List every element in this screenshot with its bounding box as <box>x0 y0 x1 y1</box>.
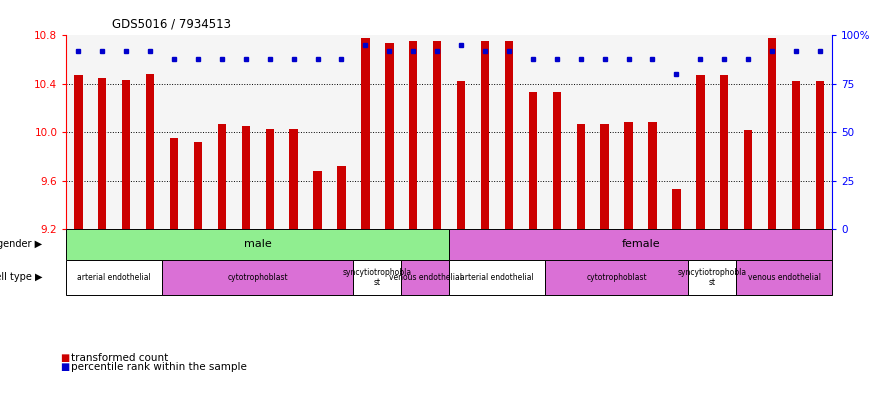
Bar <box>170 138 178 229</box>
Bar <box>289 129 298 229</box>
Text: female: female <box>621 239 660 250</box>
Bar <box>401 260 449 295</box>
Bar <box>545 260 689 295</box>
Bar <box>689 260 736 295</box>
Bar <box>673 189 681 229</box>
Text: transformed count: transformed count <box>71 353 168 363</box>
Bar <box>385 42 394 229</box>
Text: arterial endothelial: arterial endothelial <box>460 273 534 282</box>
Text: GDS5016 / 7934513: GDS5016 / 7934513 <box>112 17 231 30</box>
Text: venous endothelial: venous endothelial <box>389 273 462 282</box>
Text: cytotrophoblast: cytotrophoblast <box>227 273 289 282</box>
Bar <box>449 260 545 295</box>
Bar <box>600 124 609 229</box>
Text: syncytiotrophobla
st: syncytiotrophobla st <box>678 268 747 287</box>
Bar <box>162 260 353 295</box>
Bar <box>433 41 442 229</box>
Bar <box>449 229 832 260</box>
Bar <box>361 38 370 229</box>
Text: ■: ■ <box>60 353 69 363</box>
Bar <box>576 124 585 229</box>
Text: cell type ▶: cell type ▶ <box>0 272 42 282</box>
Bar <box>457 81 466 229</box>
Text: cytotrophoblast: cytotrophoblast <box>586 273 647 282</box>
Bar <box>625 123 633 229</box>
Bar <box>649 123 657 229</box>
Bar <box>313 171 322 229</box>
Text: ■: ■ <box>60 362 69 373</box>
Text: male: male <box>244 239 272 250</box>
Bar <box>696 75 704 229</box>
Bar <box>242 126 250 229</box>
Text: venous endothelial: venous endothelial <box>748 273 820 282</box>
Bar <box>66 260 162 295</box>
Text: percentile rank within the sample: percentile rank within the sample <box>71 362 247 373</box>
Bar <box>122 80 130 229</box>
Bar <box>74 75 82 229</box>
Bar <box>481 41 489 229</box>
Bar <box>409 41 418 229</box>
Bar <box>816 81 824 229</box>
Bar <box>218 124 226 229</box>
Bar <box>353 260 401 295</box>
Bar <box>337 166 346 229</box>
Bar <box>720 75 728 229</box>
Bar <box>736 260 832 295</box>
Bar <box>146 74 154 229</box>
Bar <box>66 229 449 260</box>
Bar <box>504 41 513 229</box>
Text: gender ▶: gender ▶ <box>0 239 42 250</box>
Bar <box>792 81 800 229</box>
Text: arterial endothelial: arterial endothelial <box>77 273 151 282</box>
Bar <box>98 78 106 229</box>
Bar <box>744 130 752 229</box>
Bar <box>768 38 776 229</box>
Text: syncytiotrophobla
st: syncytiotrophobla st <box>342 268 412 287</box>
Bar <box>266 129 273 229</box>
Bar <box>528 92 537 229</box>
Bar <box>194 142 202 229</box>
Bar <box>552 92 561 229</box>
